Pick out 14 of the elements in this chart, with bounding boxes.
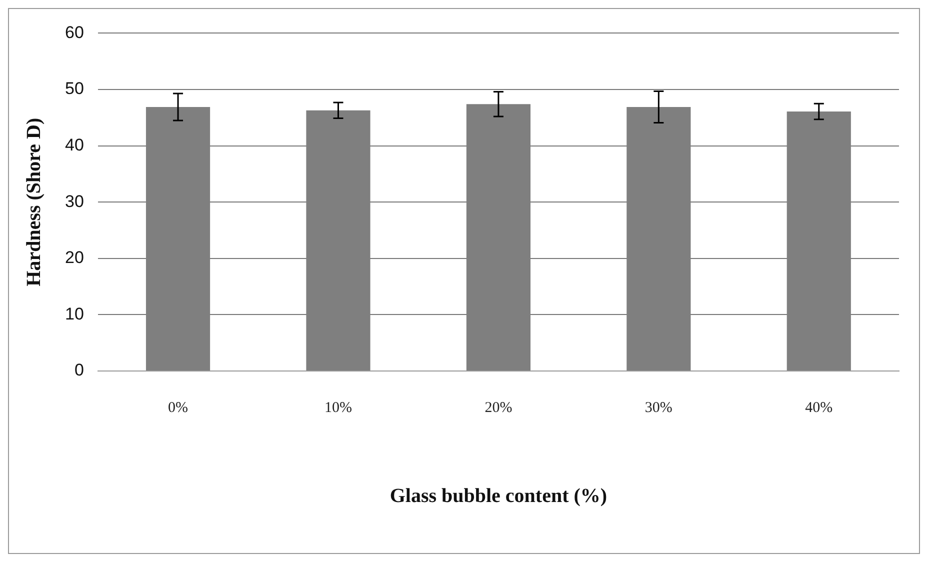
y-tick-label: 40 xyxy=(64,135,84,154)
y-tick-label: 50 xyxy=(64,79,84,98)
x-tick-label: 30% xyxy=(644,400,672,416)
x-tick-label: 20% xyxy=(484,400,512,416)
y-tick-label: 30 xyxy=(64,192,84,211)
x-tick-label: 0% xyxy=(168,400,188,416)
y-tick-label: 20 xyxy=(64,248,84,268)
y-tick-label: 60 xyxy=(64,22,84,42)
x-axis-title: Glass bubble content (%) xyxy=(390,485,608,508)
y-axis-title: Hardness (Shore D) xyxy=(23,118,46,286)
y-tick-label: 10 xyxy=(64,304,84,324)
x-tick-label: 40% xyxy=(805,400,833,416)
y-tick-label: 0 xyxy=(74,360,84,380)
x-tick-label: 10% xyxy=(324,400,352,416)
